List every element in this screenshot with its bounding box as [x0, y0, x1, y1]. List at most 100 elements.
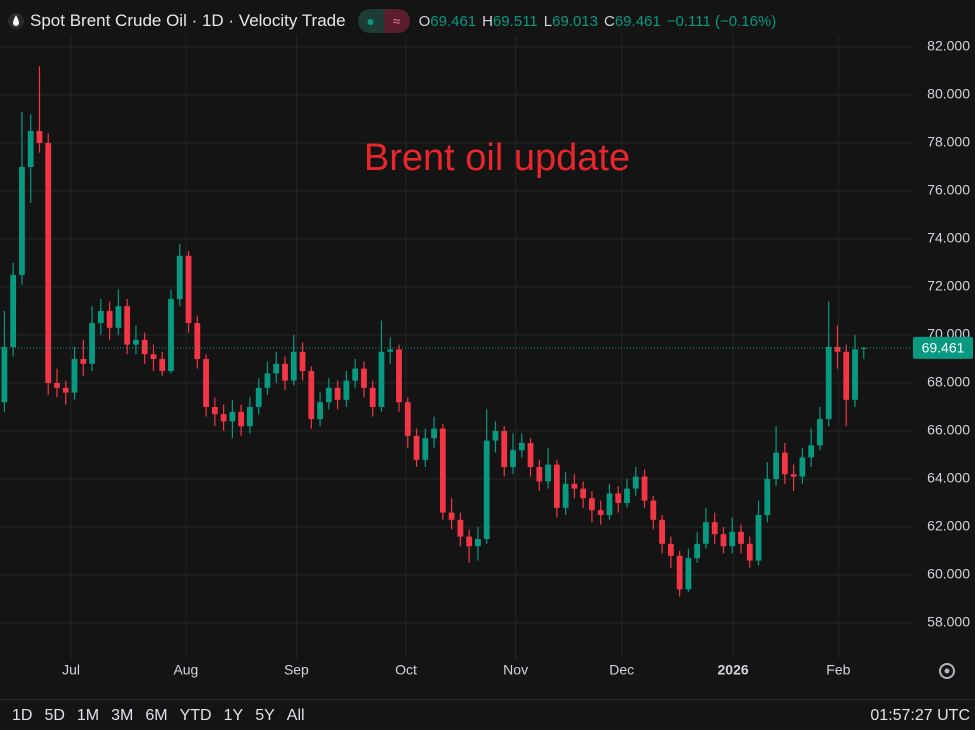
candle-body: [518, 443, 525, 451]
x-tick-label: Aug: [173, 662, 198, 678]
candle-body: [685, 558, 692, 590]
candle-body: [571, 483, 578, 489]
candle-body: [141, 339, 148, 355]
legend-low: 69.013: [552, 12, 598, 30]
candle-body: [466, 536, 473, 547]
candle-body: [501, 431, 508, 467]
candle-body: [422, 438, 429, 460]
candle-body: [369, 387, 376, 407]
candle-body: [659, 519, 665, 544]
candle-body: [80, 359, 87, 364]
candle-body: [343, 380, 350, 400]
y-tick-label: 80.000: [927, 86, 970, 102]
candle-body: [282, 363, 288, 381]
candle-body: [808, 445, 815, 458]
x-tick-label: Nov: [503, 662, 528, 678]
candle-body: [168, 299, 174, 371]
candle-body: [89, 323, 95, 364]
candle-body: [536, 467, 543, 482]
bottom-toolbar: 1D 5D 1M 3M 6M YTD 1Y 5Y All 01:57:27 UTC: [0, 699, 975, 730]
candle-body: [404, 402, 411, 436]
candle-body: [632, 476, 639, 489]
annotation: Brent oil update: [364, 137, 630, 179]
candle-body: [817, 419, 823, 446]
candle-body: [711, 522, 718, 535]
candle-body: [843, 351, 850, 400]
candle-body: [378, 351, 385, 407]
legend-label: O: [418, 12, 431, 30]
candle-body: [483, 440, 490, 539]
candle-body: [97, 311, 104, 323]
candle-body: [273, 363, 280, 374]
candle-body: [790, 474, 797, 477]
candle-body: [264, 373, 271, 388]
timeframe-button[interactable]: All: [286, 706, 305, 724]
legend-label: C: [604, 12, 615, 30]
candle-body: [650, 500, 657, 520]
candle-body: [159, 359, 166, 371]
settings-icon[interactable]: [939, 663, 955, 679]
timeframe-button[interactable]: 6M: [145, 706, 168, 724]
timeframe-button[interactable]: 1D: [12, 706, 33, 724]
candle-body: [746, 543, 753, 561]
oil-icon: [8, 13, 24, 29]
candle-body: [527, 443, 534, 467]
y-tick-label: 76.000: [927, 182, 970, 198]
candle-body: [317, 402, 323, 419]
candle-body: [106, 311, 113, 328]
x-tick-label: Feb: [826, 662, 850, 678]
candle-body: [492, 431, 499, 441]
candle-body: [860, 347, 867, 349]
candle-body: [27, 131, 34, 167]
x-tick-label: 2026: [718, 662, 749, 678]
background: [0, 0, 975, 699]
candle-body: [124, 306, 131, 345]
candle-body: [387, 349, 394, 352]
candle-body: [431, 428, 437, 439]
timeframe-button[interactable]: 5Y: [255, 706, 275, 724]
indicator-toggle[interactable]: ● ≈: [357, 9, 410, 33]
candle-body: [580, 488, 587, 499]
candle-body: [738, 531, 744, 544]
candle-body: [334, 387, 341, 400]
candle-body: [71, 359, 78, 393]
candle-body: [510, 450, 516, 467]
y-tick-label: 74.000: [927, 230, 970, 246]
timeframe-button[interactable]: 5D: [44, 706, 65, 724]
timeframe-button[interactable]: 1Y: [223, 706, 244, 724]
candle-body: [773, 452, 779, 479]
candle-body: [413, 435, 420, 460]
candle-body: [19, 167, 25, 275]
candle-body: [834, 347, 841, 352]
timeframe-button[interactable]: 1M: [76, 706, 100, 724]
legend-open: 69.461: [430, 12, 477, 30]
candle-body: [597, 510, 604, 515]
candle-body: [729, 531, 736, 547]
candle-body: [115, 306, 122, 328]
candle-body: [229, 411, 236, 422]
candle-body: [62, 387, 69, 393]
candle-body: [220, 414, 227, 422]
candle-body: [755, 515, 762, 561]
candle-body: [457, 519, 464, 537]
x-tick-label: Jul: [62, 662, 80, 678]
timeframe-button[interactable]: 3M: [111, 706, 134, 724]
candle-body: [624, 488, 630, 503]
x-tick-label: Oct: [395, 662, 417, 678]
timeframe-button[interactable]: YTD: [179, 706, 212, 724]
candle-body: [545, 464, 551, 482]
candle-body: [606, 493, 613, 515]
y-tick-label: 62.000: [927, 518, 970, 534]
candle-body: [194, 323, 201, 359]
y-tick-label: 82.000: [927, 38, 970, 54]
candle-body: [676, 555, 683, 590]
candle-body: [10, 275, 17, 347]
legend-label: H: [482, 12, 493, 30]
candle-body: [203, 359, 209, 407]
legend-change: −0.111 (−0.16%): [666, 12, 777, 30]
candle-body: [439, 428, 446, 513]
settings-icon-center: [944, 668, 950, 674]
candle-body: [299, 351, 306, 371]
y-tick-label: 66.000: [927, 422, 970, 438]
